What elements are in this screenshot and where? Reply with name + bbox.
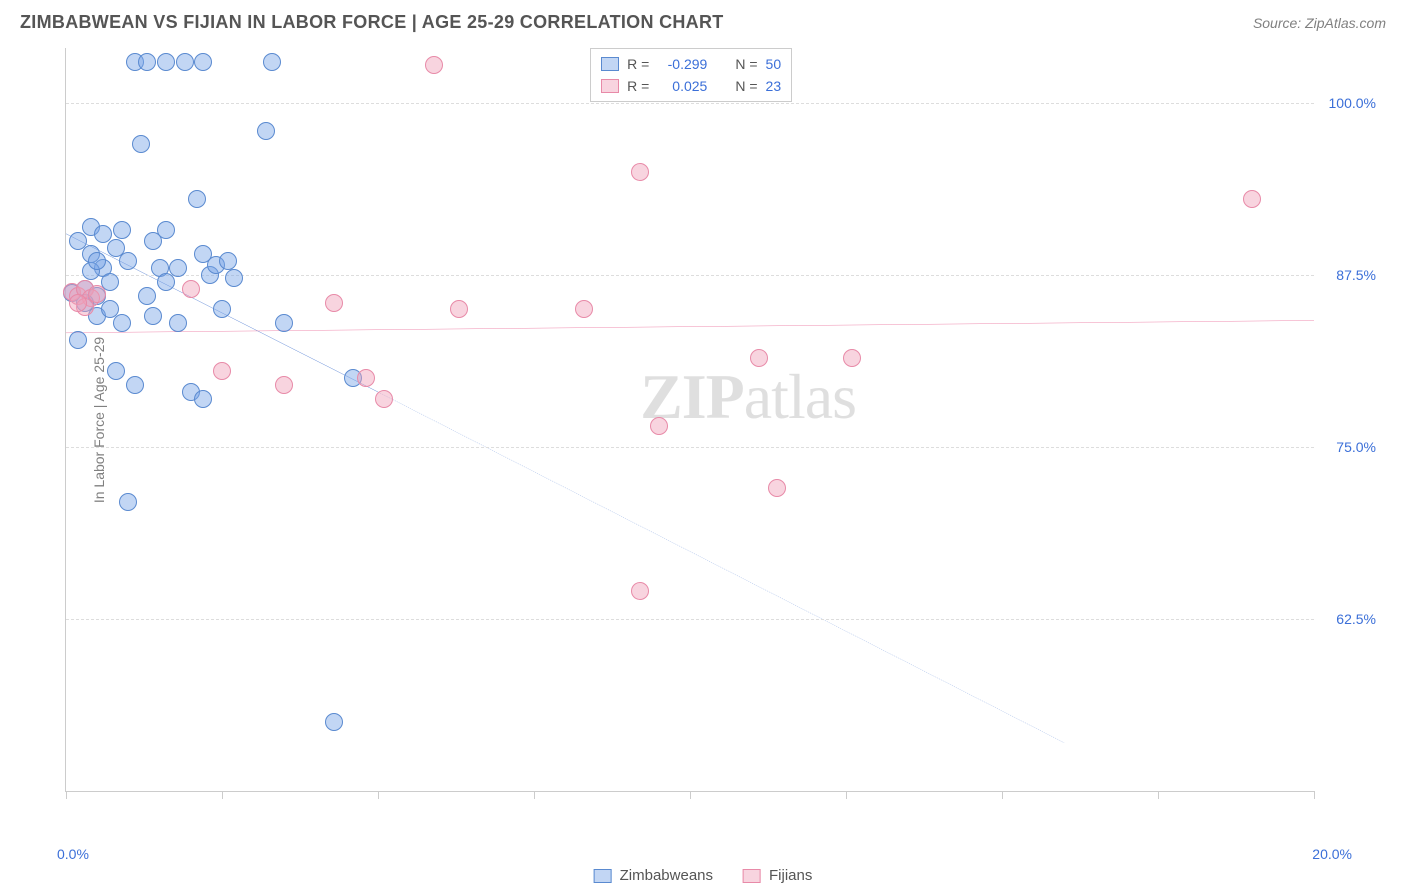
data-point [113,314,131,332]
y-axis-label: In Labor Force | Age 25-29 [91,336,107,502]
legend-stat-row: R = 0.025 N = 23 [601,75,781,97]
gridline [66,619,1314,620]
data-point [263,53,281,71]
data-point [176,53,194,71]
r-label: R = [627,78,649,94]
data-point [119,252,137,270]
x-tick [222,791,223,799]
gridline [66,447,1314,448]
data-point [138,53,156,71]
data-point [575,300,593,318]
legend-series-label: Zimbabweans [620,867,713,884]
r-label: R = [627,56,649,72]
data-point [69,331,87,349]
gridline [66,103,1314,104]
data-point [182,280,200,298]
x-tick [1314,791,1315,799]
data-point [225,269,243,287]
data-point [126,376,144,394]
data-point [843,349,861,367]
trend-line [378,392,1064,743]
data-point [107,362,125,380]
data-point [169,314,187,332]
data-point [194,390,212,408]
data-point [194,53,212,71]
data-point [157,53,175,71]
data-point [119,493,137,511]
data-point [275,314,293,332]
header-bar: ZIMBABWEAN VS FIJIAN IN LABOR FORCE | AG… [0,0,1406,41]
data-point [257,122,275,140]
data-point [138,287,156,305]
legend-swatch [743,869,761,883]
n-value: 50 [766,56,782,72]
legend-stat-row: R = -0.299 N = 50 [601,53,781,75]
data-point [768,479,786,497]
data-point [157,221,175,239]
data-point [213,362,231,380]
chart-title: ZIMBABWEAN VS FIJIAN IN LABOR FORCE | AG… [20,12,724,33]
legend-series-item: Zimbabweans [594,867,713,884]
plot-container: In Labor Force | Age 25-29 ZIPatlas R =-… [65,48,1386,832]
data-point [631,582,649,600]
series-legend: Zimbabweans Fijians [594,867,813,884]
x-axis-min-label: 0.0% [57,846,89,862]
r-value: -0.299 [657,56,707,72]
data-point [425,56,443,74]
data-point [188,190,206,208]
data-point [69,294,87,312]
data-point [88,285,106,303]
x-tick [534,791,535,799]
legend-swatch [594,869,612,883]
data-point [88,252,106,270]
trend-lines [66,48,1314,791]
r-value: 0.025 [657,78,707,94]
data-point [375,390,393,408]
y-tick-label: 62.5% [1336,611,1376,627]
gridline [66,275,1314,276]
data-point [1243,190,1261,208]
data-point [650,417,668,435]
x-axis-max-label: 20.0% [1312,846,1352,862]
n-label: N = [735,78,757,94]
scatter-plot: In Labor Force | Age 25-29 ZIPatlas R =-… [65,48,1314,792]
x-tick [690,791,691,799]
x-tick [378,791,379,799]
watermark: ZIPatlas [640,360,856,434]
data-point [213,300,231,318]
n-label: N = [735,56,757,72]
trend-line [66,320,1314,332]
x-tick [1002,791,1003,799]
y-tick-label: 75.0% [1336,439,1376,455]
data-point [750,349,768,367]
source-attribution: Source: ZipAtlas.com [1253,15,1386,31]
data-point [113,221,131,239]
y-tick-label: 87.5% [1336,267,1376,283]
legend-swatch [601,79,619,93]
data-point [631,163,649,181]
correlation-legend: R = -0.299 N = 50 R = 0.025 N = 23 [590,48,792,102]
legend-series-item: Fijians [743,867,812,884]
x-tick [1158,791,1159,799]
y-tick-label: 100.0% [1329,95,1376,111]
data-point [219,252,237,270]
x-tick [66,791,67,799]
legend-series-label: Fijians [769,867,812,884]
data-point [325,713,343,731]
data-point [157,273,175,291]
data-point [132,135,150,153]
data-point [357,369,375,387]
data-point [325,294,343,312]
data-point [450,300,468,318]
data-point [169,259,187,277]
data-point [275,376,293,394]
legend-swatch [601,57,619,71]
watermark-light: atlas [744,361,856,432]
data-point [144,307,162,325]
n-value: 23 [766,78,782,94]
x-tick [846,791,847,799]
